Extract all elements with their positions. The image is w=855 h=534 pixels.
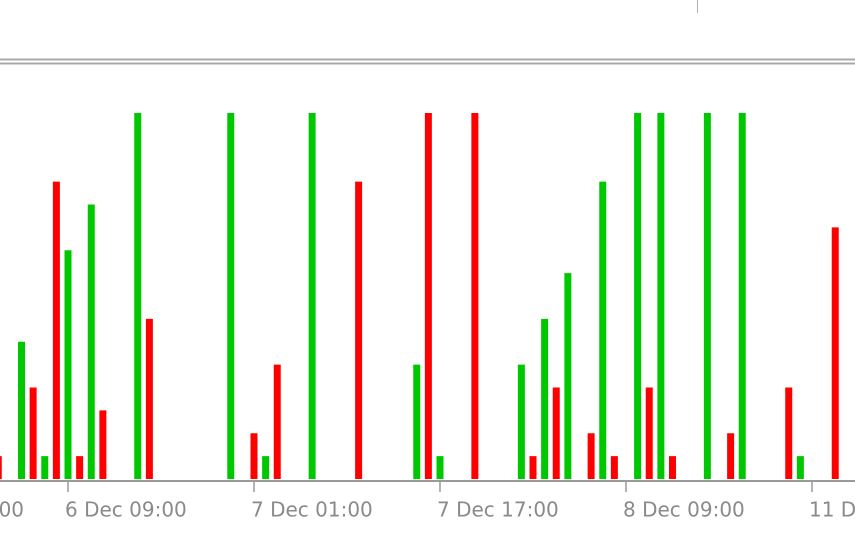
volume-bar [262,456,270,479]
volume-bar [587,433,595,479]
volume-bar [0,456,2,479]
x-tick-label: 8 Dec 09:00 [623,498,745,522]
volume-bar [529,456,537,479]
x-tick-label: 7 Dec 17:00 [437,498,559,522]
volume-bar [657,113,665,479]
volume-bar [645,387,653,479]
volume-bar [308,113,316,479]
volume-bar [541,318,549,479]
volume-bar [703,113,711,479]
x-tick-label: 7 Dec 01:00 [251,498,373,522]
volume-bar [727,433,735,479]
volume-bar [145,318,153,479]
volume-bar [436,456,444,479]
volume-bar [564,273,572,479]
x-tick-label: 00 [0,498,24,522]
volume-bar [785,387,793,479]
volume-bar [552,387,560,479]
volume-bar [64,250,72,479]
volume-bar [634,113,642,479]
x-tick-label: 6 Dec 09:00 [65,498,187,522]
volume-bar [471,113,479,479]
volume-bar [796,456,804,479]
volume-bar [355,181,363,479]
volume-bar [831,227,839,479]
volume-bar [610,456,618,479]
volume-bar [273,364,281,479]
volume-bar [87,204,95,479]
volume-bar [413,364,421,479]
volume-bar [250,433,258,479]
volume-bar [29,387,37,479]
volume-bar [18,341,26,479]
volume-bar [668,456,676,479]
volume-bar [76,456,84,479]
volume-bar [227,113,235,479]
volume-bar [99,410,107,479]
volume-bar [52,181,60,479]
volume-bar [41,456,49,479]
x-tick-label: 11 D [809,498,855,522]
volume-bar [517,364,525,479]
volume-bar [738,113,746,479]
volume-bar [134,113,142,479]
volume-bar [599,181,607,479]
volume-bar [424,113,432,479]
